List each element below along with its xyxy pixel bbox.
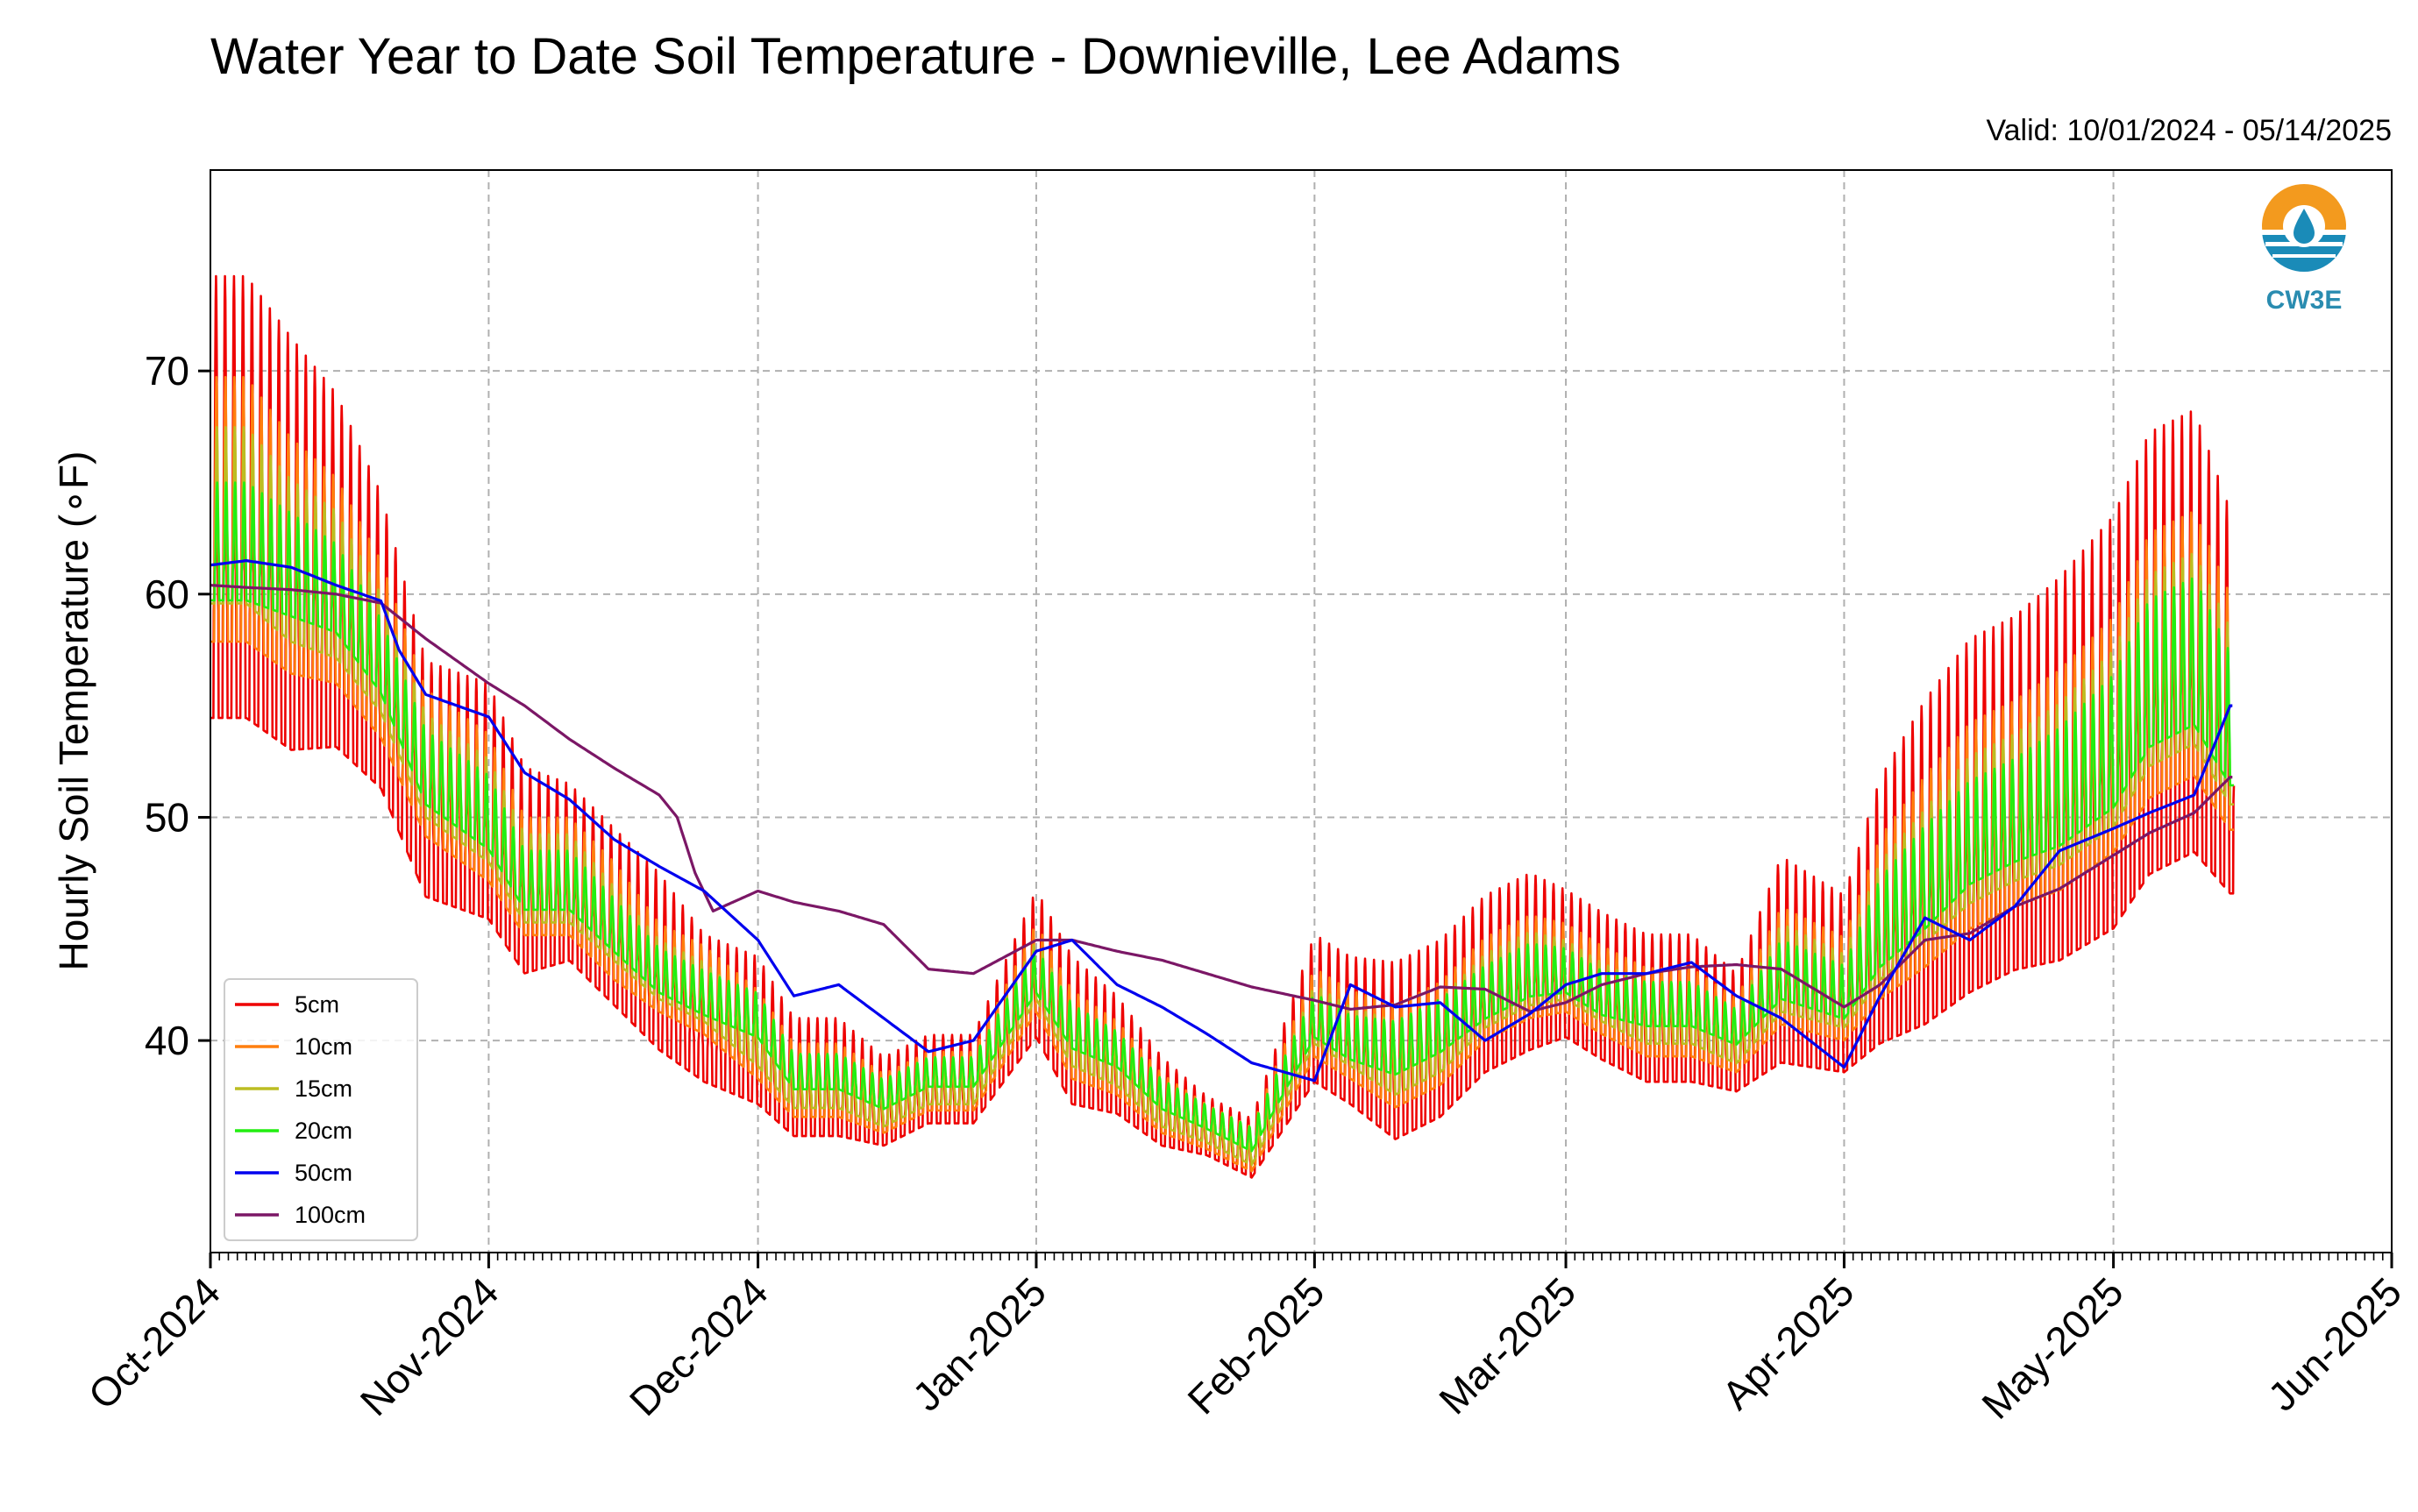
data-series [210,274,2236,1179]
legend-label-15cm: 15cm [295,1075,352,1102]
y-axis-label: Hourly Soil Temperature (∘F) [51,451,96,971]
legend: 5cm 10cm 15cm 20cm 50cm 100cm [224,978,418,1241]
series-line-20cm [210,481,2235,1153]
cw3e-logo: CW3E [2262,184,2346,315]
plot-frame [210,169,2393,1253]
series-line-50cm [210,558,2233,1083]
legend-label-5cm: 5cm [295,991,339,1018]
logo-drop-icon [2294,209,2315,244]
legend-label-50cm: 50cm [295,1160,352,1186]
legend-label-10cm: 10cm [295,1033,352,1060]
legend-box [224,978,418,1241]
legend-label-20cm: 20cm [295,1118,352,1144]
chart-subtitle: Valid: 10/01/2024 - 05/14/2025 [1986,114,2392,147]
y-tick-label: 40 [145,1018,189,1063]
logo-text: CW3E [2266,286,2343,315]
legend-label-100cm: 100cm [295,1202,366,1228]
y-tick-label: 60 [145,571,189,617]
y-tick-label: 50 [145,794,189,840]
y-tick-label: 70 [145,348,189,394]
chart-title: Water Year to Date Soil Temperature - Do… [210,28,1621,85]
